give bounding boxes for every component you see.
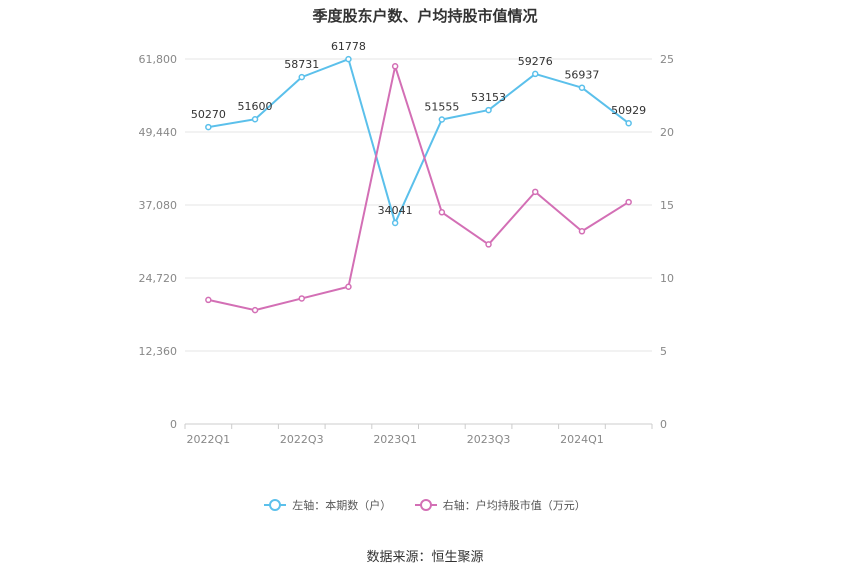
legend-label: 左轴：本期数（户） [292,499,392,512]
x-tick-label: 2024Q1 [560,433,604,446]
series-line-shareholders [208,58,630,224]
data-point [438,116,446,123]
right-tick-label: 0 [660,418,667,431]
right-tick-label: 5 [660,345,667,358]
data-point [578,228,586,235]
data-point [298,73,305,81]
data-point [251,115,259,123]
x-tick-label: 2023Q1 [373,433,417,446]
source-note: 数据来源：恒生聚源 [366,550,484,565]
right-tick-label: 15 [660,199,674,212]
series-line-avg-holding-value [208,65,630,312]
right-y-axis: 0 5 10 15 20 25 [660,53,674,431]
data-label: 51555 [424,101,459,114]
data-point [625,198,632,206]
data-point [578,84,586,91]
legend: 左轴：本期数（户） 右轴：户均持股市值（万元） [0,497,850,514]
data-label: 58731 [284,58,319,71]
legend-item-right-series[interactable]: 右轴：户均持股市值（万元） [414,497,586,513]
data-label: 34041 [378,204,413,217]
data-point [251,306,259,314]
data-point [485,241,492,248]
x-axis: 2022Q1 2022Q3 2023Q1 2023Q3 2024Q1 [184,424,653,446]
left-tick-label: 61,800 [139,53,178,66]
data-point [532,188,539,196]
left-tick-label: 0 [170,418,177,431]
data-label: 50270 [191,108,226,121]
data-label: 50929 [611,104,646,117]
data-point [532,70,539,78]
right-tick-label: 25 [660,53,674,66]
data-point [391,219,399,227]
data-point [298,295,305,302]
data-point [345,55,352,63]
series-layer [205,55,632,314]
legend-marker-icon [414,499,437,511]
data-point [391,63,399,70]
data-point [205,123,212,131]
data-label: 59276 [518,55,553,68]
x-tick-label: 2023Q3 [467,433,511,446]
x-tick-label: 2022Q3 [280,433,324,446]
data-point [438,209,446,216]
left-tick-label: 24,720 [139,272,178,285]
legend-item-left-series[interactable]: 左轴：本期数（户） [264,497,391,513]
data-label: 56937 [564,69,599,82]
legend-label: 右轴：户均持股市值（万元） [442,499,586,512]
x-tick-label: 2022Q1 [187,433,231,446]
data-label: 51600 [238,100,273,113]
legend-marker-icon [264,499,287,511]
data-label: 61778 [331,40,366,53]
right-tick-label: 10 [660,272,674,285]
data-labels: 50270 51600 58731 61778 34041 51555 53153 59276… [191,40,646,217]
right-tick-label: 20 [660,126,674,139]
data-label: 53153 [471,91,506,104]
chart-title: 季度股东户数、户均持股市值情况 [312,7,538,25]
data-point [625,119,632,127]
data-point [205,296,212,304]
data-point [345,283,352,291]
data-point [485,106,492,114]
left-tick-label: 49,440 [139,126,178,139]
left-tick-label: 37,080 [139,199,178,212]
grid-lines [185,58,652,425]
left-tick-label: 12,360 [139,345,178,358]
left-y-axis: 0 12,360 24,720 37,080 49,440 61,800 [139,53,178,431]
